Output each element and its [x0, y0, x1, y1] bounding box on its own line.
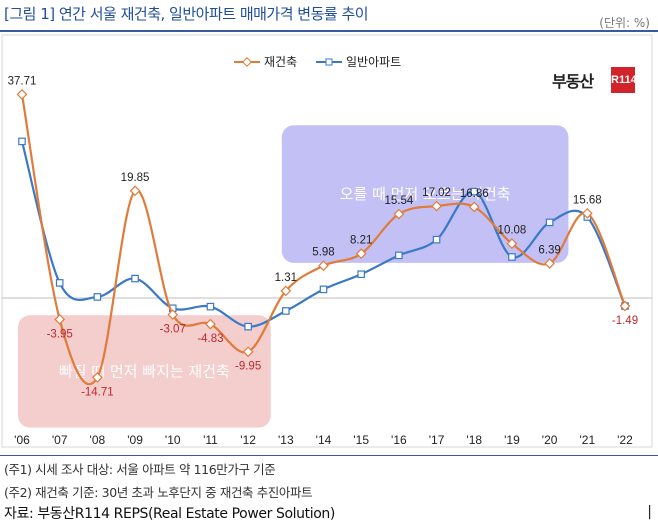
- x-tick-label: '20: [542, 433, 558, 447]
- footnote-1: (주1) 시세 조사 대상: 서울 아파트 약 116만가구 기준: [4, 462, 276, 477]
- point-reconstruction: [129, 185, 141, 197]
- legend-label: 재건축: [264, 55, 297, 69]
- x-tick-label: '13: [278, 433, 294, 447]
- point-general: [319, 285, 328, 294]
- footnote-2: (주2) 재건축 기준: 30년 초과 노후단지 중 재건축 추진아파트: [4, 485, 313, 500]
- point-general: [18, 137, 26, 146]
- annotation-text-2: 오를 때 먼저 오르는 재건축: [340, 185, 511, 203]
- data-label: -9.95: [235, 361, 261, 373]
- point-general: [432, 235, 441, 244]
- point-reconstruction: [280, 285, 292, 297]
- x-tick-label: '15: [353, 433, 369, 447]
- data-label: 5.98: [312, 247, 334, 259]
- logo-badge: R114: [611, 67, 637, 93]
- point-general: [131, 274, 139, 283]
- corner-mark: |: [647, 504, 652, 520]
- legend-marker: [242, 57, 252, 67]
- point-reconstruction: [619, 300, 631, 312]
- data-label: 1.31: [275, 272, 297, 284]
- point-general: [93, 293, 102, 301]
- data-label: 16.86: [460, 188, 489, 200]
- point-reconstruction: [92, 372, 103, 383]
- x-tick-label: '16: [391, 433, 407, 447]
- point-reconstruction: [544, 258, 555, 269]
- x-tick-label: '11: [203, 433, 218, 447]
- data-label: 10.08: [498, 225, 527, 237]
- x-tick-label: '21: [579, 433, 595, 447]
- data-label: 17.02: [422, 187, 451, 199]
- data-label: 8.21: [350, 235, 372, 247]
- point-general: [395, 251, 403, 260]
- point-reconstruction: [393, 208, 405, 220]
- point-reconstruction: [431, 200, 442, 212]
- point-general: [470, 187, 479, 196]
- legend-label: 일반아파트: [346, 55, 401, 69]
- data-label: -14.71: [81, 386, 114, 398]
- unit-label: (단위: %): [599, 16, 650, 30]
- chart-title: [그림 1] 연간 서울 재건축, 일반아파트 매매가격 변동률 추이: [4, 5, 369, 23]
- logo-text: 부동산: [552, 72, 594, 91]
- point-general: [545, 218, 554, 227]
- data-label: 19.85: [121, 172, 150, 184]
- x-tick-label: '19: [504, 433, 520, 447]
- point-reconstruction: [506, 238, 518, 249]
- point-reconstruction: [581, 207, 593, 219]
- point-reconstruction: [54, 313, 66, 325]
- x-tick-label: '22: [617, 433, 633, 447]
- legend-marker: [325, 58, 333, 66]
- data-label: 6.39: [538, 244, 560, 256]
- x-tick-label: '18: [466, 433, 482, 447]
- point-general: [508, 253, 516, 261]
- point-reconstruction: [468, 201, 480, 213]
- data-label: -1.49: [612, 315, 638, 327]
- data-label: 15.54: [384, 195, 413, 207]
- point-general: [206, 302, 215, 311]
- plot-frame: [1, 34, 653, 448]
- data-label: 37.71: [8, 75, 37, 87]
- title-rule: [0, 30, 658, 32]
- x-tick-label: '06: [14, 433, 30, 447]
- data-label: -3.07: [160, 324, 186, 336]
- point-reconstruction: [355, 248, 367, 260]
- point-reconstruction: [167, 309, 179, 320]
- x-tick-label: '09: [127, 433, 143, 447]
- annotation-text-1: 빠질 때 먼저 빠지는 재건축: [59, 362, 230, 380]
- point-general: [282, 307, 290, 315]
- x-tick-label: '17: [429, 433, 445, 447]
- point-reconstruction: [16, 88, 28, 100]
- point-reconstruction: [242, 346, 254, 358]
- x-tick-label: '08: [90, 433, 106, 447]
- point-reconstruction: [205, 318, 216, 330]
- point-general: [55, 279, 64, 287]
- x-tick-label: '10: [165, 433, 181, 447]
- point-reconstruction: [318, 260, 329, 272]
- annotation-box-1: [18, 315, 271, 428]
- x-tick-label: '14: [316, 433, 332, 447]
- line-chart: 빠질 때 먼저 빠지는 재건축 오를 때 먼저 오르는 재건축 37.71 -3.95…: [1, 34, 653, 448]
- bottom-rule: [0, 455, 658, 456]
- x-tick-label: '12: [240, 433, 256, 447]
- data-label: -3.95: [47, 328, 73, 340]
- data-label: 15.68: [573, 194, 602, 206]
- source-note: 자료: 부동산R114 REPS(Real Estate Power Solut…: [4, 506, 335, 522]
- x-tick-label: '07: [52, 433, 68, 447]
- point-general: [244, 322, 252, 331]
- data-label: -4.83: [197, 333, 223, 345]
- point-general: [357, 270, 365, 279]
